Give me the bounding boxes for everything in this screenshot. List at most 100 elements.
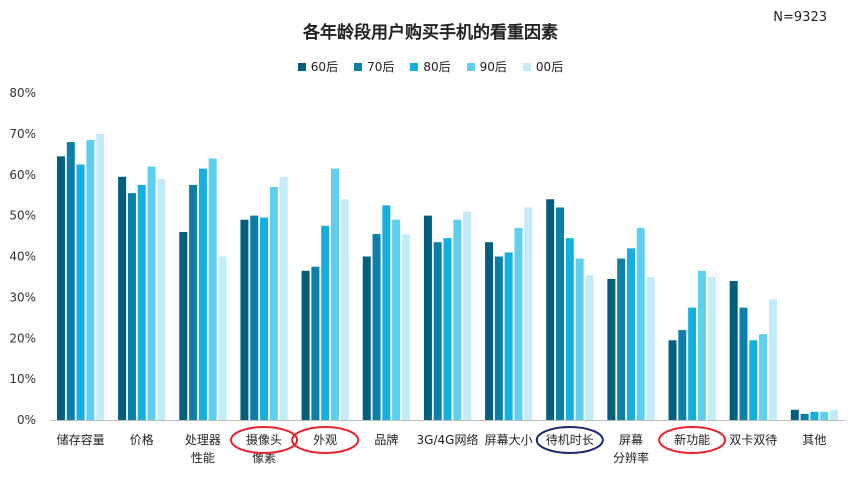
x-category-label: 3G/4G网络 xyxy=(417,432,479,447)
bar xyxy=(790,409,799,420)
x-category-label: 屏幕大小 xyxy=(485,433,533,447)
bar xyxy=(636,227,645,420)
x-category-label: 待机时长 xyxy=(546,433,594,447)
y-tick-label: 70% xyxy=(9,127,36,141)
bar xyxy=(607,278,616,420)
sample-size-note: N=9323 xyxy=(773,10,827,25)
bar xyxy=(423,215,432,420)
highlight-ellipse xyxy=(291,426,360,454)
bar xyxy=(768,299,777,420)
chart-title: 各年龄段用户购买手机的看重因素 xyxy=(303,23,558,43)
bar xyxy=(179,231,188,420)
bar xyxy=(810,411,819,420)
y-tick-label: 0% xyxy=(17,413,36,427)
bar xyxy=(269,187,278,420)
y-tick-label: 40% xyxy=(9,250,36,264)
bar xyxy=(362,256,371,420)
bar xyxy=(565,238,574,420)
bar xyxy=(678,330,687,420)
bar xyxy=(453,219,462,420)
legend-item: 80后 xyxy=(410,58,451,75)
bar xyxy=(739,307,748,420)
bar xyxy=(646,276,655,420)
bar xyxy=(330,168,339,420)
bar xyxy=(504,252,513,420)
bar xyxy=(514,227,523,420)
highlight-ellipse xyxy=(658,426,727,454)
bar xyxy=(56,156,65,420)
y-tick-label: 10% xyxy=(9,372,36,386)
legend-item: 90后 xyxy=(466,58,507,75)
legend-label: 90后 xyxy=(479,60,507,74)
legend-swatch xyxy=(354,62,363,71)
bar xyxy=(321,225,330,420)
bar xyxy=(198,168,207,420)
bar xyxy=(585,274,594,420)
bar xyxy=(556,207,565,420)
bar xyxy=(697,270,706,420)
x-category-label: 品牌 xyxy=(374,433,398,447)
bar xyxy=(118,176,127,420)
bar xyxy=(626,248,635,420)
y-tick-label: 50% xyxy=(9,209,36,223)
legend-item: 00后 xyxy=(522,58,564,75)
bar xyxy=(189,184,198,420)
bar xyxy=(208,158,217,420)
legend-item: 70后 xyxy=(354,58,394,75)
legend: 60后 70后 80后 90后 00后 xyxy=(0,58,861,75)
highlight-ellipse xyxy=(535,426,604,454)
x-category-label: 其他 xyxy=(802,433,826,447)
bar xyxy=(546,199,555,420)
bar xyxy=(433,242,442,420)
legend-swatch xyxy=(297,62,306,71)
bar xyxy=(759,334,768,420)
bar xyxy=(279,176,288,420)
x-category-label: 屏幕分辨率 xyxy=(613,433,649,465)
bar xyxy=(524,207,533,420)
bar xyxy=(729,281,738,420)
bar xyxy=(688,307,697,420)
bar xyxy=(800,413,809,420)
bar xyxy=(250,215,259,420)
bar xyxy=(830,409,839,420)
bar xyxy=(66,142,75,421)
y-tick-label: 80% xyxy=(9,86,36,100)
bar xyxy=(137,184,146,420)
bar xyxy=(157,178,166,420)
bar xyxy=(575,258,584,420)
bar xyxy=(147,166,156,420)
legend-label: 70后 xyxy=(367,60,395,74)
bar xyxy=(617,258,626,420)
x-category-label: 价格 xyxy=(130,432,154,447)
bar xyxy=(494,256,503,420)
bar xyxy=(463,211,472,420)
x-category-label: 储存容量 xyxy=(57,432,105,447)
legend-label: 00后 xyxy=(535,60,564,74)
y-tick-label: 20% xyxy=(9,331,36,345)
legend-swatch xyxy=(466,62,475,71)
bar xyxy=(127,193,136,420)
x-category-label: 双卡双待 xyxy=(729,433,777,447)
y-tick-label: 60% xyxy=(9,168,36,182)
bar xyxy=(86,140,95,420)
legend-label: 60后 xyxy=(310,60,339,74)
bar xyxy=(340,199,349,420)
bar xyxy=(820,411,829,420)
bar xyxy=(485,242,494,420)
bar xyxy=(372,234,381,420)
x-category-label: 处理器性能 xyxy=(185,433,221,465)
legend-swatch xyxy=(522,62,531,71)
legend-label: 80后 xyxy=(423,60,451,74)
x-category-label: 摄像头像素 xyxy=(246,432,282,465)
bar xyxy=(443,238,452,420)
bar xyxy=(392,219,401,420)
legend-item: 60后 xyxy=(297,58,339,75)
bar xyxy=(76,164,85,420)
bar xyxy=(311,266,320,420)
bar xyxy=(260,217,269,420)
bar xyxy=(218,256,227,420)
highlight-ellipse xyxy=(230,426,299,454)
x-category-label: 外观 xyxy=(313,433,337,447)
